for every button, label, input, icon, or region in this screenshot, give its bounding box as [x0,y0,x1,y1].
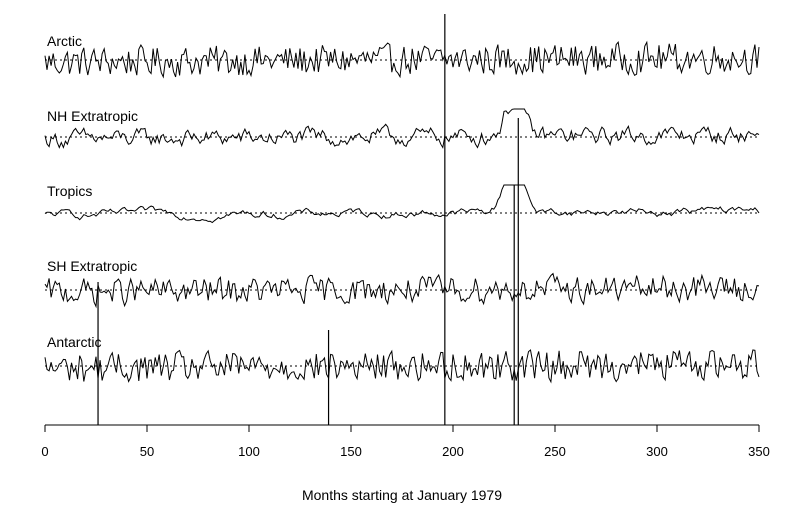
x-tick-label: 200 [442,444,464,459]
x-tick-label: 50 [140,444,154,459]
x-axis: 0 50 100 150 200 250 300 350 [41,424,770,459]
series-label: NH Extratropic [47,108,138,124]
x-tick-label: 0 [41,444,48,459]
series-antarctic: Antarctic [44,334,760,384]
x-tick-label: 100 [238,444,260,459]
series-line [44,108,760,149]
series-label: SH Extratropic [47,258,137,274]
x-axis-title: Months starting at January 1979 [302,487,502,503]
series-line [44,272,760,309]
series-label: Tropics [47,183,92,199]
x-tick-label: 350 [748,444,770,459]
series-arctic: Arctic [44,33,760,79]
vertical-markers [97,14,519,425]
series-label: Antarctic [47,334,101,350]
series-sh-extratropic: SH Extratropic [44,258,760,309]
series-label: Arctic [47,33,82,49]
series-line [44,184,760,224]
x-tick-label: 150 [340,444,362,459]
x-tick-label: 300 [646,444,668,459]
series-line [44,349,760,384]
series-layer: Arctic NH Extratropic Tropics SH Extratropi… [44,33,760,384]
series-line [44,40,760,79]
series-tropics: Tropics [44,183,760,224]
series-nh-extratropic: NH Extratropic [44,108,760,149]
x-tick-label: 250 [544,444,566,459]
